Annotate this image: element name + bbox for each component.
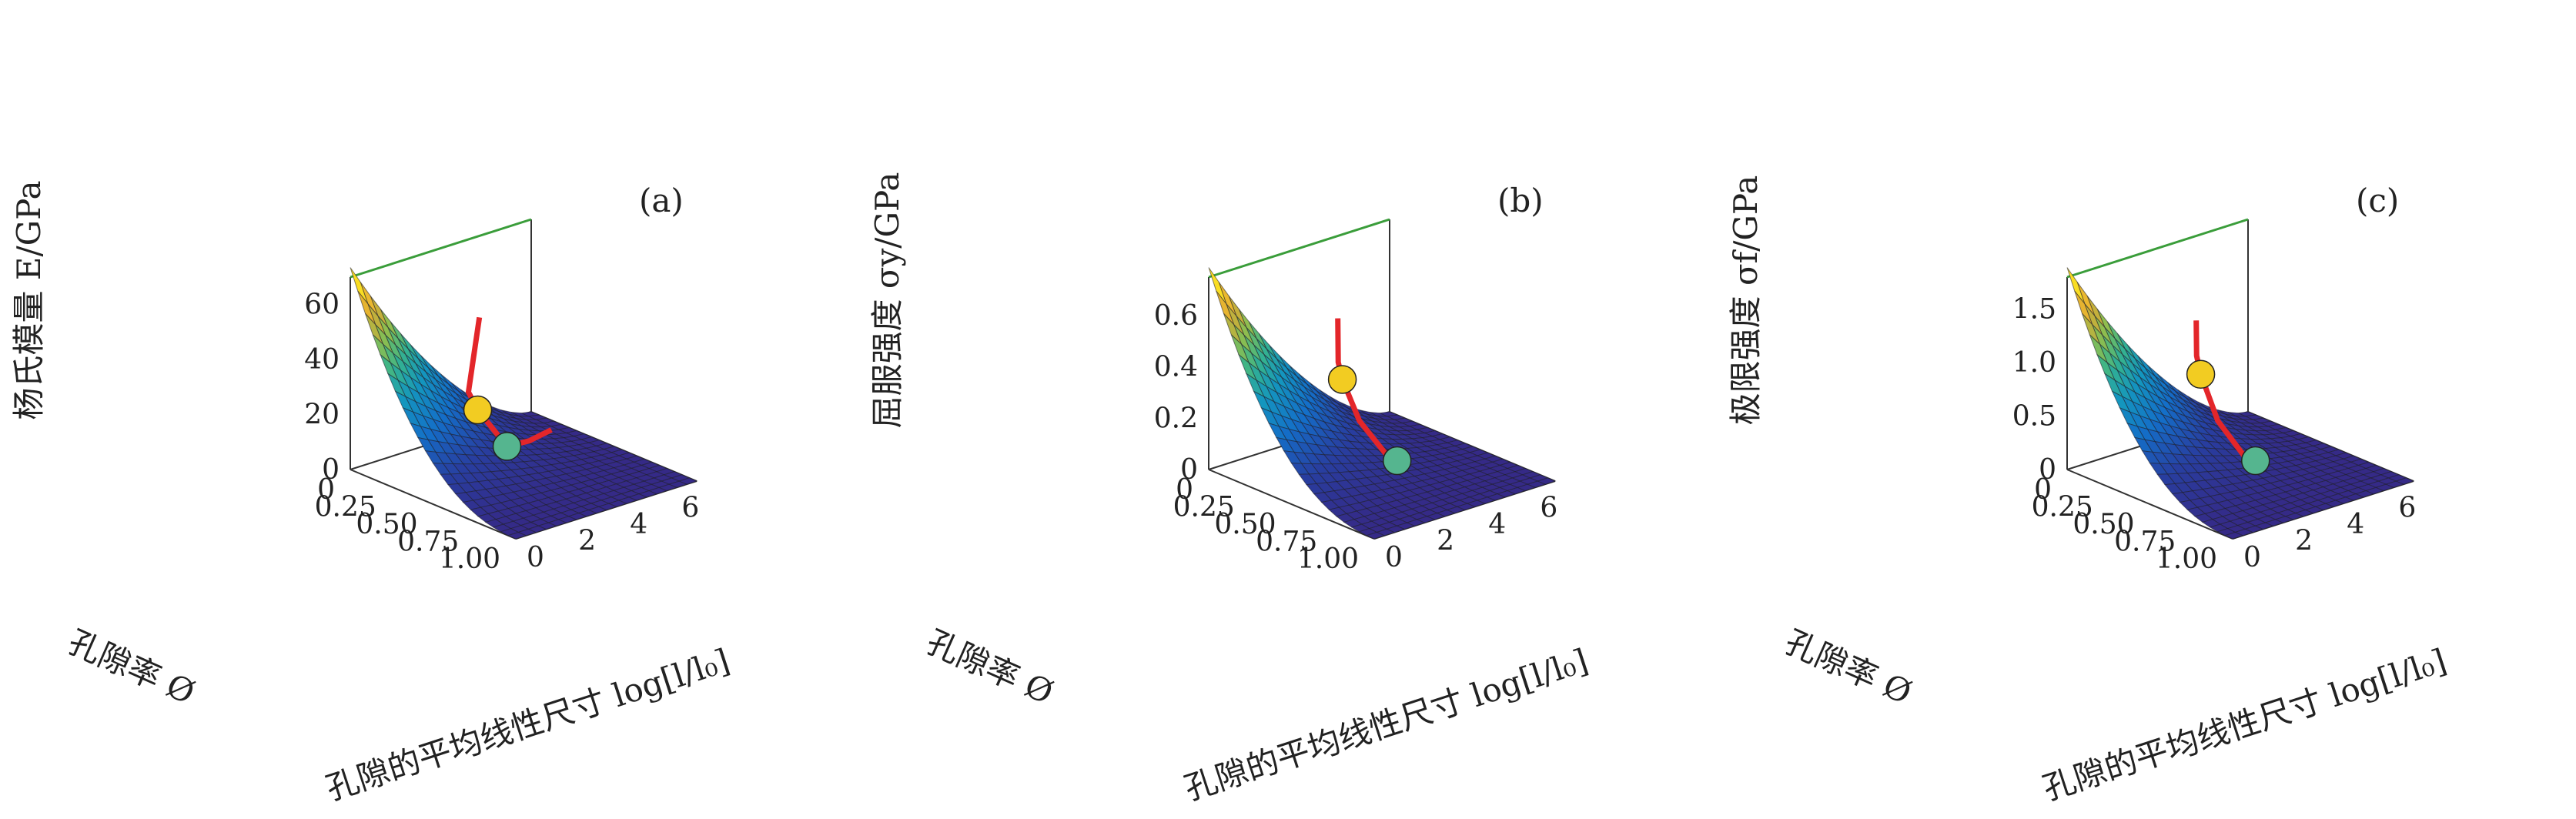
x-tick-label: 0.25 [2032, 492, 2093, 523]
x-tick-label: 0.50 [2073, 509, 2134, 540]
y-tick-label: 2 [1437, 526, 1454, 557]
z-tick-label: 0.5 [2012, 401, 2056, 433]
z-axis-label: 杨氏模量 E/GPa [10, 180, 48, 420]
z-axis-label: 极限强度 σf/GPa [1727, 176, 1765, 426]
y-tick-label: 6 [1540, 493, 1557, 524]
axis-line [1208, 469, 1375, 540]
x-tick-label: 1.00 [1297, 543, 1359, 575]
panel-label: (a) [639, 182, 684, 219]
x-tick-label: 0.50 [356, 509, 417, 540]
y-tick-label: 4 [630, 509, 647, 540]
marker-point [2186, 359, 2216, 389]
x-tick-label: 0.25 [315, 492, 376, 523]
x-axis-label: 孔隙率 Ø [922, 623, 1059, 711]
panel-label: (b) [1497, 182, 1544, 219]
y-tick-label: 6 [2398, 493, 2416, 524]
z-tick-label: 20 [304, 399, 340, 431]
y-tick-label: 4 [2347, 509, 2364, 540]
y-tick-label: 2 [2295, 526, 2313, 557]
surface [2066, 267, 2415, 540]
z-tick-label: 0 [2039, 454, 2056, 486]
z-tick-label: 60 [304, 289, 340, 321]
y-tick-label: 2 [578, 526, 596, 557]
y-tick-label: 6 [681, 493, 699, 524]
y-axis-label: 孔隙的平均线性尺寸 log[l/l₀] [322, 641, 734, 807]
x-tick-label: 0 [2034, 474, 2052, 506]
z-tick-label: 0 [1180, 454, 1198, 486]
marker-point [492, 432, 522, 461]
x-axis-label: 孔隙率 Ø [63, 623, 201, 711]
top-edge-line [350, 218, 532, 279]
x-axis-label: 孔隙率 Ø [1780, 623, 1918, 711]
x-tick-label: 0.75 [2114, 526, 2176, 558]
surface-patch [1365, 531, 1386, 540]
y-axis-label: 孔隙的平均线性尺寸 log[l/l₀] [1180, 641, 1593, 807]
top-edge-line [2066, 218, 2249, 279]
panel-label: (c) [2356, 182, 2399, 219]
z-tick-label: 1.5 [2012, 294, 2056, 326]
z-tick-label: 40 [304, 344, 340, 376]
z-tick-label: 0.4 [1154, 352, 1198, 383]
z-axis-label: 屈服强度 σy/GPa [868, 172, 906, 429]
marker-point [1382, 446, 1412, 476]
axis-line [350, 469, 517, 540]
x-tick-label: 1.00 [2156, 543, 2217, 575]
marker-point [2240, 446, 2270, 476]
z-tick-label: 0.6 [1154, 300, 1198, 332]
y-tick-label: 4 [1488, 509, 1506, 540]
z-tick-label: 0 [322, 454, 340, 486]
surface-patch [507, 531, 527, 540]
optimal-path-line [465, 316, 553, 450]
x-tick-label: 1.00 [439, 543, 500, 575]
axis-line [2066, 469, 2233, 540]
panel-b: 0 0.2 0.4 0.6 0 0.25 0.50 0.75 1.00 0 2 4 6 屈服强度 σy/G… [858, 0, 1717, 819]
z-tick-label: 0.2 [1154, 403, 1198, 434]
z-tick-label: 1.0 [2012, 347, 2056, 379]
y-tick-label: 0 [527, 542, 544, 573]
x-tick-label: 0.75 [397, 526, 459, 558]
marker-point [463, 395, 493, 425]
panel-c: 0 0.5 1.0 1.5 0 0.25 0.50 0.75 1.00 0 2 4 6 极限强度 σf/G… [1717, 0, 2575, 819]
y-axis-label: 孔隙的平均线性尺寸 log[l/l₀] [2039, 641, 2451, 807]
x-tick-label: 0.25 [1173, 492, 1235, 523]
y-tick-label: 0 [1385, 542, 1403, 573]
surface-patch [2223, 531, 2244, 540]
x-tick-label: 0 [1176, 474, 1193, 506]
surface [1208, 267, 1557, 540]
x-tick-label: 0 [317, 474, 335, 506]
x-tick-label: 0.75 [1256, 526, 1317, 558]
x-tick-label: 0.50 [1214, 509, 1276, 540]
top-edge-line [1208, 218, 1390, 279]
marker-point [1327, 365, 1357, 394]
y-tick-label: 0 [2243, 542, 2261, 573]
panel-a: 0 20 40 60 0 0.25 0.50 0.75 1.00 0 2 4 6 杨氏模量 E/GPa 孔隙… [0, 0, 858, 819]
